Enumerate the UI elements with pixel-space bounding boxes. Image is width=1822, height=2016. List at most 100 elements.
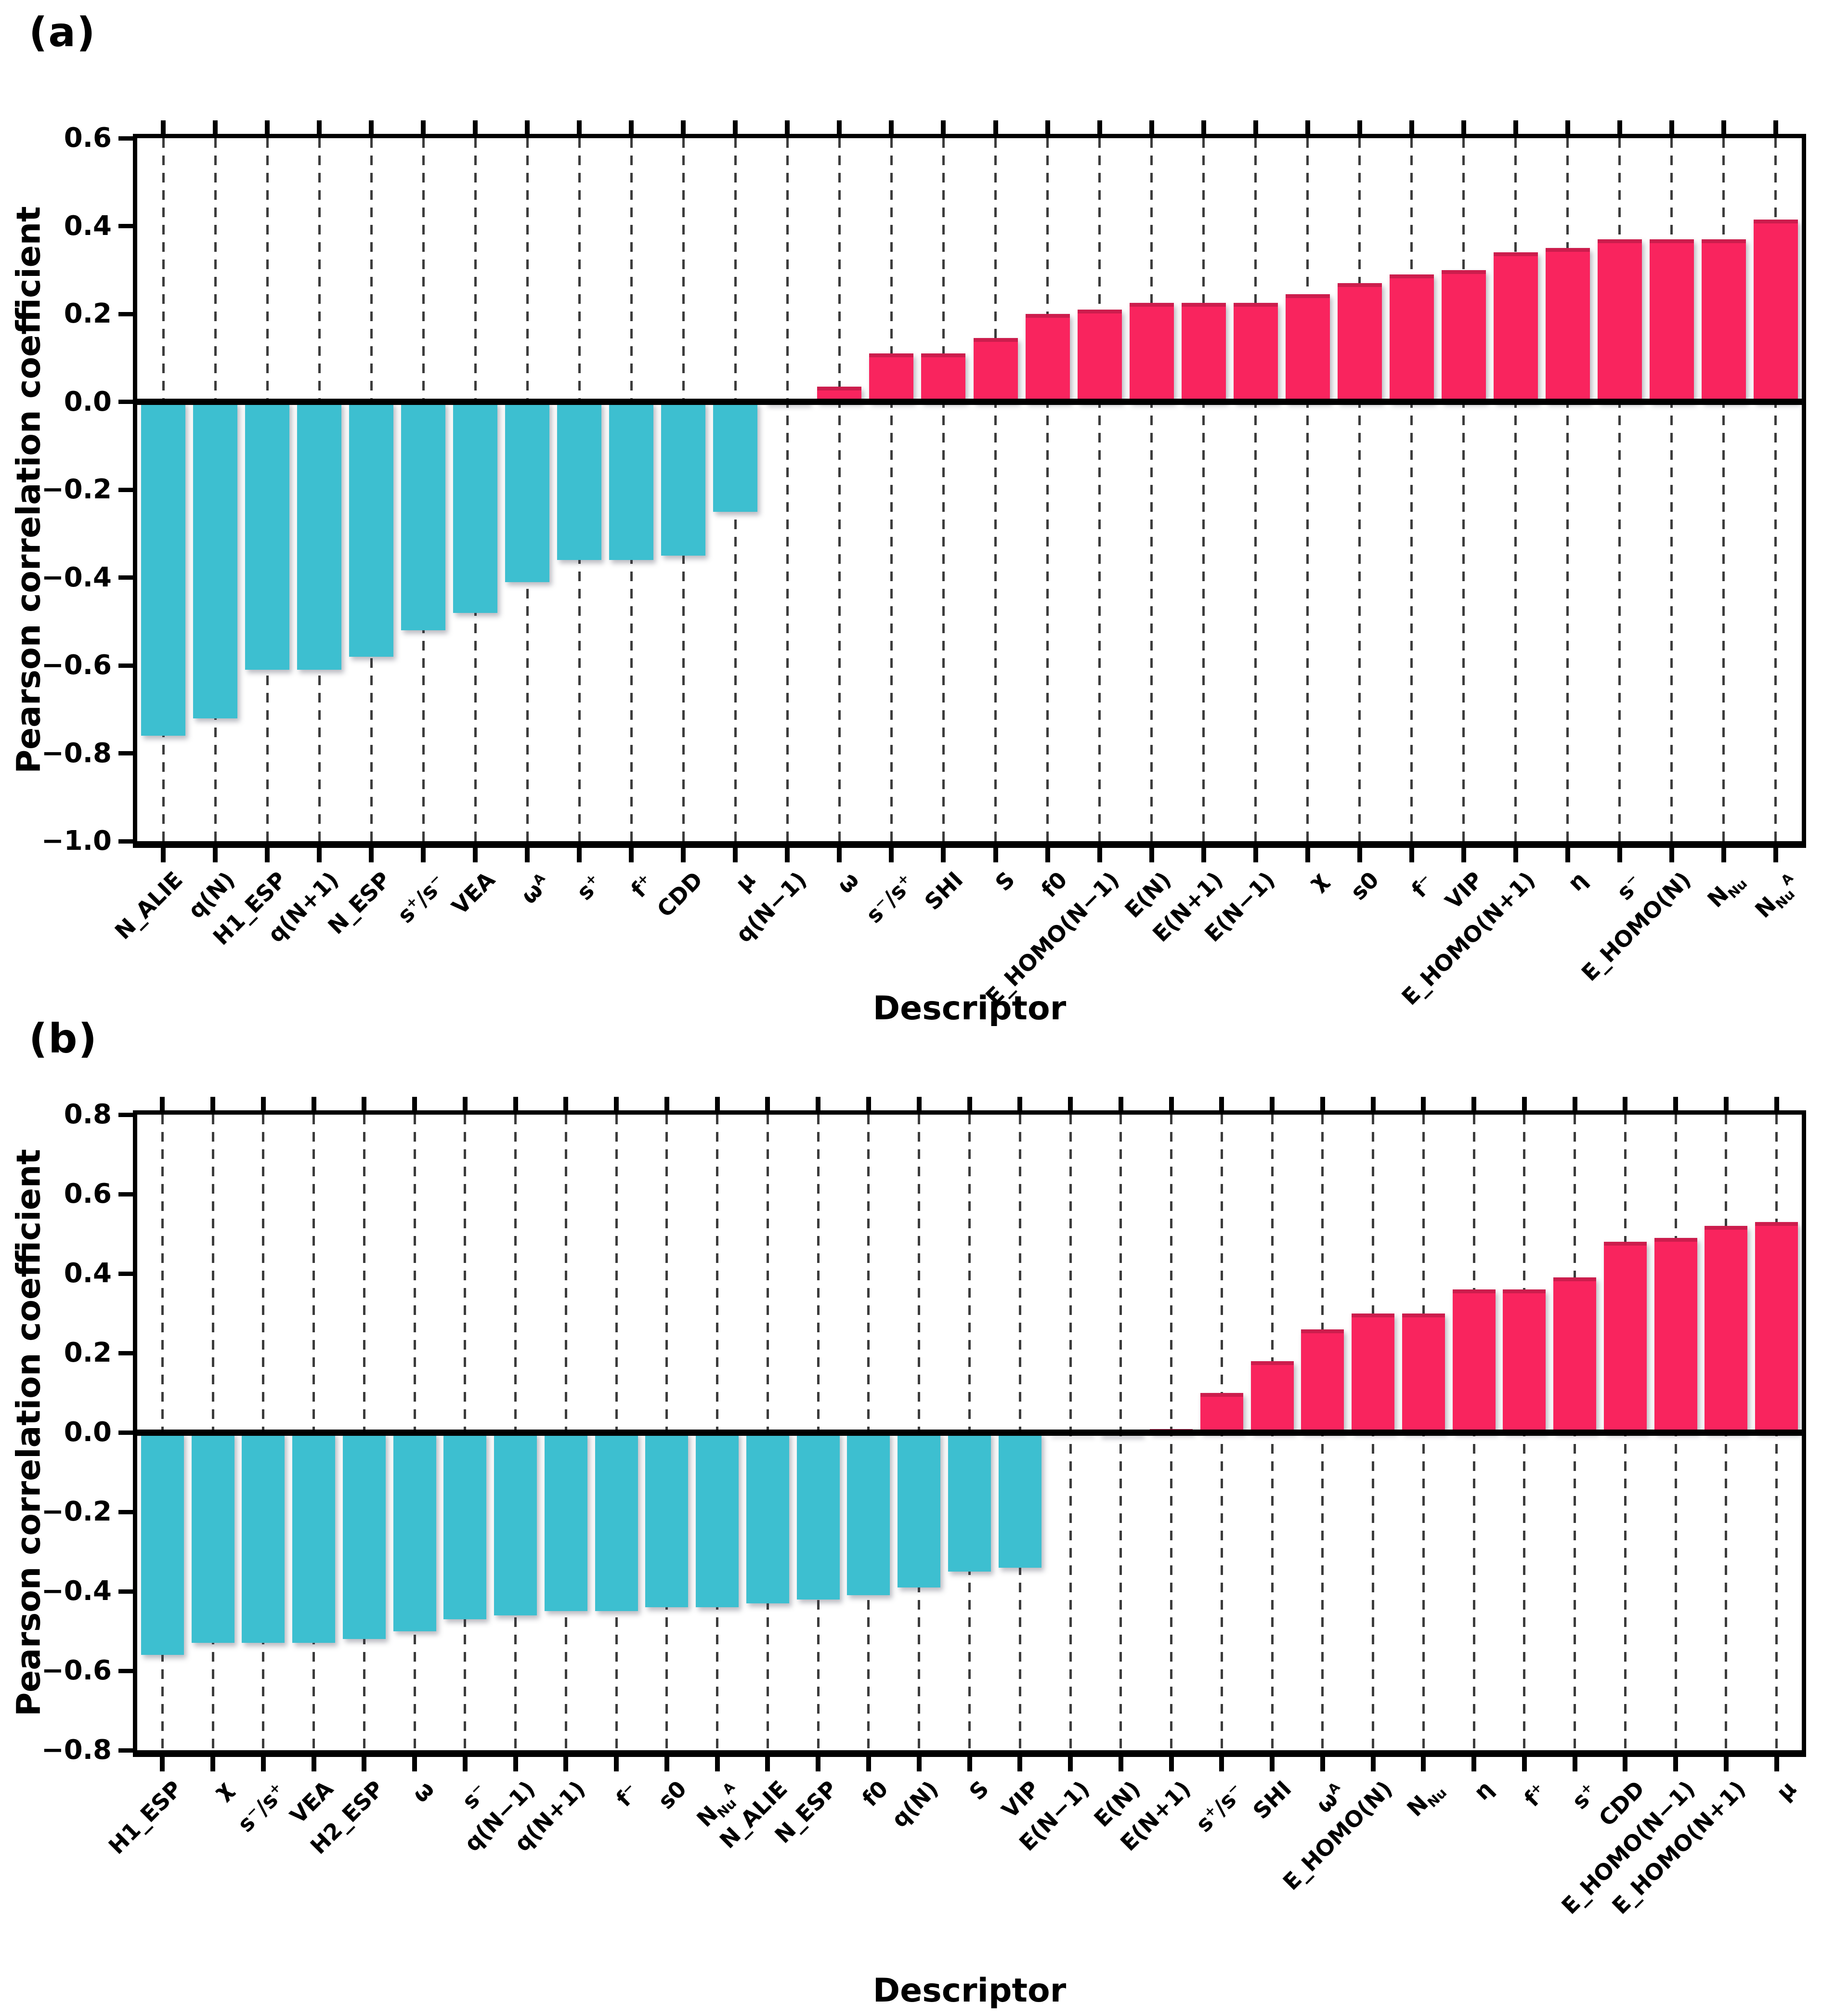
- y-tick-label-0: 0.6: [64, 122, 112, 154]
- x-tick-label-11: μ: [730, 866, 760, 897]
- x-tick-top-7: [525, 120, 530, 134]
- x-tick-label-9: f+: [625, 870, 652, 903]
- y-tick-label-4: 0.0: [64, 1417, 112, 1448]
- x-tick-top-29: [1623, 1097, 1628, 1110]
- bar-15: [898, 1432, 940, 1587]
- y-tick-label-5: −0.2: [41, 1496, 112, 1527]
- x-tick-bottom-7: [513, 1757, 518, 1771]
- x-tick-top-3: [317, 120, 322, 134]
- x-tick-top-24: [1409, 120, 1414, 134]
- bar-9: [609, 402, 653, 560]
- x-tick-top-20: [1169, 1097, 1174, 1110]
- x-tick-label-15: SHI: [919, 866, 968, 915]
- x-tick-label-25: VIP: [1440, 866, 1488, 914]
- x-tick-label-6: VEA: [446, 866, 500, 920]
- x-tick-bottom-15: [916, 1757, 922, 1771]
- bar-11: [696, 1432, 739, 1607]
- x-tick-bottom-0: [161, 848, 166, 862]
- x-tick-label-1: χ: [208, 1775, 237, 1804]
- x-tick-top-10: [664, 1097, 669, 1110]
- x-tick-label-31: NNuA: [1750, 870, 1798, 923]
- x-tick-label-10: s0: [652, 1775, 691, 1814]
- bar-7: [505, 402, 549, 582]
- zero-line: [137, 399, 1802, 405]
- x-tick-bottom-14: [866, 1757, 871, 1771]
- x-tick-label-22: SHI: [1248, 1775, 1297, 1824]
- x-tick-top-12: [765, 1097, 770, 1110]
- x-tick-bottom-4: [362, 1757, 367, 1771]
- x-tick-label-30: NNu: [1702, 875, 1751, 913]
- gridline-17: [1046, 138, 1049, 841]
- y-tick-label-6: −0.6: [41, 650, 112, 681]
- bar-27: [1546, 248, 1590, 402]
- x-tick-bottom-19: [1118, 1757, 1123, 1771]
- x-tick-top-20: [1201, 120, 1206, 134]
- x-tick-top-31: [1723, 1097, 1729, 1110]
- x-tick-bottom-21: [1219, 1757, 1224, 1771]
- x-tick-label-15: q(N): [886, 1775, 944, 1833]
- y-tick-7: [118, 751, 133, 755]
- bar-25: [1442, 270, 1486, 402]
- y-tick-label-2: 0.2: [64, 298, 112, 329]
- y-tick-2: [118, 312, 133, 316]
- x-tick-top-27: [1522, 1097, 1527, 1110]
- x-tick-top-21: [1253, 120, 1258, 134]
- zero-line: [137, 1429, 1802, 1436]
- bar-3: [292, 1432, 335, 1643]
- y-tick-label-1: 0.6: [64, 1178, 112, 1210]
- bar-19: [1130, 303, 1174, 402]
- bar-17: [999, 1432, 1041, 1568]
- x-tick-label-6: s−: [457, 1779, 486, 1815]
- x-tick-top-28: [1617, 120, 1622, 134]
- bar-21: [1234, 303, 1278, 402]
- y-tick-label-8: −0.8: [41, 1734, 112, 1766]
- bar-0: [141, 402, 185, 736]
- x-tick-bottom-21: [1253, 848, 1258, 862]
- bar-16: [948, 1432, 991, 1572]
- y-tick-label-8: −1.0: [41, 825, 112, 857]
- y-tick-1: [118, 1192, 133, 1197]
- x-tick-bottom-16: [967, 1757, 972, 1771]
- x-tick-bottom-7: [525, 848, 530, 862]
- x-tick-bottom-3: [311, 1757, 316, 1771]
- x-tick-top-8: [577, 120, 582, 134]
- bar-1: [193, 402, 237, 718]
- x-tick-top-4: [369, 120, 374, 134]
- x-tick-bottom-17: [1045, 848, 1050, 862]
- y-tick-5: [118, 575, 133, 580]
- panel-b-label: (b): [29, 1015, 98, 1062]
- y-tick-1: [118, 224, 133, 228]
- x-tick-bottom-24: [1370, 1757, 1376, 1771]
- x-tick-bottom-26: [1513, 848, 1518, 862]
- y-tick-label-3: 0.0: [64, 386, 112, 417]
- x-tick-top-26: [1471, 1097, 1477, 1110]
- y-tick-label-6: −0.4: [41, 1575, 112, 1607]
- x-tick-top-17: [1017, 1097, 1023, 1110]
- bar-24: [1390, 274, 1434, 402]
- bar-5: [393, 1432, 436, 1631]
- x-tick-bottom-5: [412, 1757, 417, 1771]
- x-tick-label-14: f0: [857, 1775, 893, 1812]
- x-tick-top-2: [265, 120, 270, 134]
- x-tick-bottom-28: [1617, 848, 1622, 862]
- bar-31: [1754, 219, 1798, 402]
- bar-22: [1286, 294, 1330, 402]
- x-tick-bottom-15: [941, 848, 946, 862]
- y-tick-label-4: −0.2: [41, 474, 112, 505]
- x-tick-bottom-24: [1409, 848, 1414, 862]
- x-tick-top-28: [1572, 1097, 1577, 1110]
- x-tick-top-30: [1721, 120, 1726, 134]
- gridline-31: [1774, 138, 1777, 841]
- bar-13: [797, 1432, 840, 1600]
- bar-4: [349, 402, 393, 657]
- x-tick-top-5: [421, 120, 426, 134]
- gridline-21: [1254, 138, 1257, 841]
- x-tick-bottom-30: [1721, 848, 1726, 862]
- bar-26: [1453, 1289, 1496, 1432]
- bar-6: [443, 1432, 486, 1619]
- bar-1: [192, 1432, 234, 1643]
- x-tick-bottom-10: [681, 848, 686, 862]
- y-tick-label-5: −0.4: [41, 561, 112, 593]
- bar-5: [401, 402, 445, 630]
